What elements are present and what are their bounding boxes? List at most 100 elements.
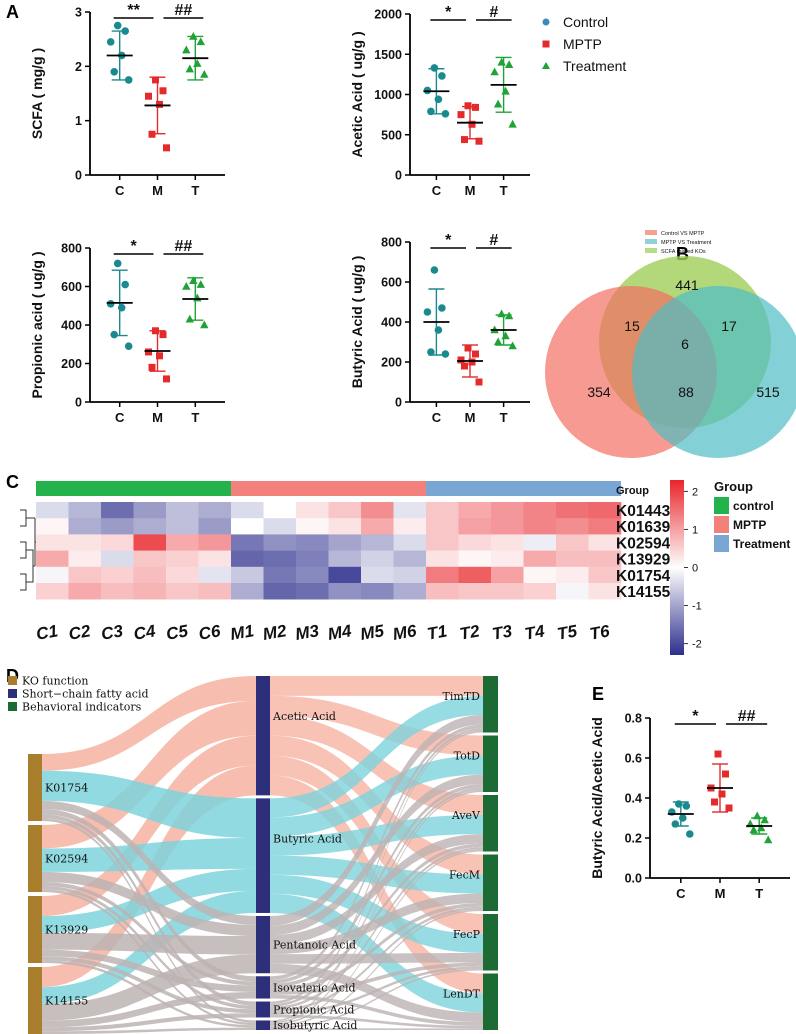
data-point-t bbox=[497, 57, 506, 66]
heatmap-cell bbox=[166, 550, 199, 568]
heatmap-cell bbox=[36, 566, 69, 584]
panel-label-a: A bbox=[6, 2, 19, 22]
sankey-label-scfa: Isovaleric Acid bbox=[273, 981, 356, 994]
heatmap-cell bbox=[361, 566, 394, 584]
heatmap-cell bbox=[523, 550, 557, 568]
heatmap-cell bbox=[263, 502, 297, 519]
column-label-t2: T2 bbox=[458, 621, 481, 643]
data-point-t bbox=[749, 825, 758, 834]
column-label-m2: M2 bbox=[261, 621, 288, 644]
venn-legend: Control VS MPTP MPTP VS Treatment SCFA r… bbox=[645, 230, 712, 255]
heatmap-cell bbox=[231, 502, 264, 519]
heatmap-cell bbox=[198, 550, 232, 568]
heatmap-cell bbox=[101, 583, 134, 600]
y-tick-label: 400 bbox=[381, 316, 402, 330]
data-point-m bbox=[159, 331, 167, 339]
data-point-c bbox=[686, 830, 694, 838]
heatmap-cell bbox=[393, 583, 427, 600]
data-point-m bbox=[152, 76, 159, 84]
sankey-label-behavior: FecP bbox=[453, 928, 481, 941]
data-point-m bbox=[475, 137, 483, 145]
y-tick-label: 0 bbox=[75, 169, 82, 183]
heatmap-cell bbox=[491, 583, 524, 600]
sankey-label-scfa: Isobutyric Acid bbox=[273, 1019, 357, 1032]
venn-count-mptp-scfa: 17 bbox=[721, 318, 737, 334]
sankey-legend-swatch bbox=[8, 689, 17, 698]
heatmap-cell bbox=[263, 518, 297, 535]
heatmap-cell bbox=[523, 502, 557, 519]
heatmap-cell bbox=[101, 566, 134, 584]
heatmap-cell bbox=[426, 502, 459, 519]
data-point-m bbox=[725, 804, 733, 812]
sankey-flow bbox=[270, 903, 483, 992]
legend-label-treatment: Treatment bbox=[563, 58, 626, 74]
sankey-label-behavior: TotD bbox=[454, 750, 481, 763]
sankey-flow bbox=[270, 963, 483, 1023]
data-point-t bbox=[490, 67, 499, 76]
heatmap-cell bbox=[328, 566, 362, 584]
sankey-node-scfa bbox=[256, 798, 270, 913]
sankey-label-ko: K13929 bbox=[45, 924, 88, 937]
venn-legend-label-mptp-treatment: MPTP VS Treatment bbox=[661, 240, 712, 246]
group-legend-swatch-treatment bbox=[714, 535, 729, 552]
venn-diagram: Control VS MPTP MPTP VS Treatment SCFA r… bbox=[545, 230, 796, 458]
row-label-k14155: K14155 bbox=[616, 584, 671, 601]
sankey-legend-label: Behavioral indicators bbox=[22, 701, 142, 714]
group-bar-treatment bbox=[426, 481, 621, 496]
heatmap-cell bbox=[133, 566, 167, 584]
sankey-flow bbox=[42, 949, 256, 992]
column-label-t5: T5 bbox=[556, 621, 579, 643]
data-point-t bbox=[493, 99, 503, 108]
column-label-m3: M3 bbox=[294, 621, 321, 644]
legend-item-control: Control bbox=[542, 14, 608, 30]
group-legend: Control MPTP Treatment bbox=[542, 14, 626, 74]
heatmap-cell bbox=[393, 502, 427, 519]
group-legend-label-treatment: Treatment bbox=[733, 537, 790, 551]
sankey-node-behavior bbox=[483, 795, 498, 852]
data-point-c bbox=[124, 76, 133, 84]
heatmap-cell bbox=[426, 583, 459, 600]
heatmap-cell bbox=[491, 518, 524, 535]
row-label-k02594: K02594 bbox=[616, 535, 671, 552]
heatmap-cell bbox=[491, 566, 524, 584]
data-point-t bbox=[504, 60, 514, 69]
heatmap-cell bbox=[36, 583, 69, 600]
sankey-flow bbox=[42, 838, 256, 872]
column-label-c2: C2 bbox=[67, 621, 92, 644]
column-label-c1: C1 bbox=[35, 621, 60, 643]
heatmap-cell bbox=[588, 583, 622, 600]
heatmap-cell bbox=[198, 566, 232, 584]
sankey-flow bbox=[270, 847, 483, 1010]
data-point-t bbox=[764, 835, 773, 844]
row-label-k01639: K01639 bbox=[616, 519, 671, 536]
sankey-node-scfa bbox=[256, 676, 270, 796]
heatmap-cell bbox=[133, 518, 167, 535]
heatmap-cell bbox=[68, 583, 102, 600]
sankey-flow bbox=[270, 695, 483, 818]
heatmap-cell bbox=[523, 583, 557, 600]
heatmap-cell bbox=[393, 550, 427, 568]
sankey-flow bbox=[42, 765, 256, 988]
heatmap-cell bbox=[458, 518, 492, 535]
sankey-flow bbox=[270, 730, 483, 1023]
sankey-node-scfa bbox=[256, 915, 270, 974]
data-point-m bbox=[156, 100, 163, 108]
group-bar-control bbox=[36, 481, 231, 496]
panel-label-e: E bbox=[592, 684, 604, 704]
y-axis-title: Propionic acid ( ug/g ) bbox=[29, 252, 45, 399]
data-point-m bbox=[145, 348, 152, 356]
data-point-m bbox=[472, 350, 479, 358]
data-point-t bbox=[196, 37, 205, 46]
scale-tick-label: 1 bbox=[692, 524, 698, 536]
heatmap-cell bbox=[458, 583, 492, 600]
heatmap-cell bbox=[296, 566, 329, 584]
heatmap-cell bbox=[231, 518, 264, 535]
y-axis-title: Acetic Acid ( ug/g ) bbox=[349, 31, 365, 157]
legend-label-mptp: MPTP bbox=[563, 36, 602, 52]
venn-circle-mptp-treatment bbox=[632, 286, 796, 458]
sankey-flow bbox=[270, 893, 483, 1013]
row-label-k01754: K01754 bbox=[616, 568, 671, 585]
significance-label: # bbox=[489, 4, 498, 21]
